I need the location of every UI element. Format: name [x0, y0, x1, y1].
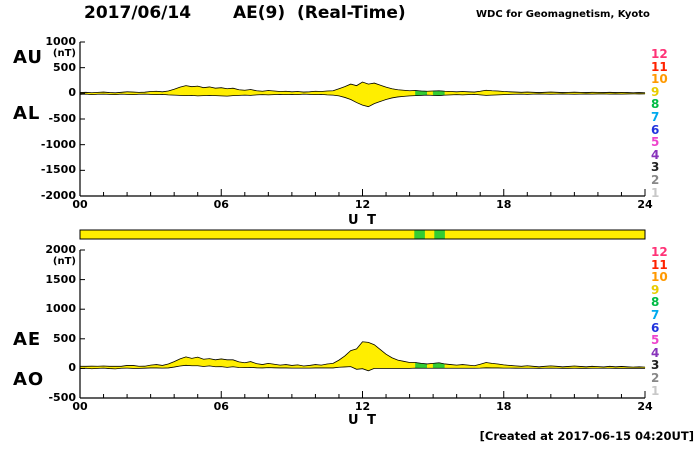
y-tick-label-top: 0: [68, 86, 76, 100]
x-tick-label-bottom: 18: [496, 400, 512, 413]
label-ae: AE: [13, 329, 42, 350]
legend-count-bottom-3: 3: [651, 358, 660, 373]
legend-count-bottom-1: 1: [651, 383, 660, 398]
page-title: AE(9) (Real-Time): [233, 3, 406, 23]
ut-axis-label-bottom: U T: [348, 413, 378, 428]
label-ao: AO: [13, 369, 45, 390]
nt-unit-label-bottom: (nT): [52, 256, 76, 267]
nt-unit-label-top: (nT): [52, 48, 76, 59]
x-tick-label-top: 24: [637, 198, 653, 211]
y-tick-label-top: -1000: [40, 137, 76, 151]
legend-count-top-7: 7: [651, 110, 660, 124]
y-tick-label-bottom: 1000: [45, 302, 76, 316]
legend-count-top-12: 12: [651, 47, 668, 61]
y-tick-label-bottom: 0: [68, 361, 76, 375]
y-tick-label-bottom: 1500: [45, 272, 76, 286]
y-tick-label-bottom: -500: [48, 391, 76, 404]
y-tick-label-top: -500: [48, 112, 76, 125]
x-tick-label-top: 12: [354, 198, 371, 211]
legend-count-top-11: 11: [651, 59, 668, 74]
x-tick-label-bottom: 06: [213, 400, 229, 413]
legend-count-bottom-7: 7: [651, 308, 660, 322]
legend-count-bottom-2: 2: [651, 371, 660, 385]
legend-count-top-9: 9: [651, 84, 660, 99]
legend-count-top-5: 5: [651, 135, 660, 150]
label-au: AU: [13, 47, 43, 68]
legend-count-top-3: 3: [651, 160, 660, 175]
legend-count-top-4: 4: [651, 147, 660, 162]
x-tick-label-bottom: 00: [72, 400, 88, 413]
legend-count-top-6: 6: [651, 122, 660, 137]
x-tick-label-top: 00: [72, 198, 88, 211]
legend-count-bottom-9: 9: [651, 282, 660, 297]
x-tick-label-top: 06: [213, 198, 229, 211]
legend-count-bottom-8: 8: [651, 295, 660, 310]
ut-axis-label-top: U T: [348, 213, 378, 228]
legend-count-top-8: 8: [651, 97, 660, 112]
date-label: 2017/06/14: [84, 3, 192, 23]
y-tick-label-bottom: 500: [53, 331, 76, 345]
x-tick-label-bottom: 12: [354, 400, 371, 413]
legend-count-bottom-5: 5: [651, 333, 660, 348]
legend-count-top-1: 1: [651, 185, 660, 200]
x-tick-label-top: 18: [496, 198, 512, 211]
x-tick-label-bottom: 24: [637, 400, 653, 413]
legend-count-bottom-11: 11: [651, 257, 668, 272]
legend-count-top-10: 10: [651, 72, 668, 87]
label-al: AL: [13, 103, 41, 124]
legend-count-bottom-10: 10: [651, 270, 668, 285]
y-tick-label-top: 1000: [45, 35, 76, 48]
credit-label: WDC for Geomagnetism, Kyoto: [476, 9, 650, 20]
legend-count-bottom-4: 4: [651, 345, 660, 360]
y-tick-label-top: -2000: [40, 189, 76, 202]
legend-count-bottom-6: 6: [651, 320, 660, 335]
y-tick-label-top: -1500: [40, 163, 76, 177]
legend-count-bottom-12: 12: [651, 245, 668, 259]
y-tick-label-top: 500: [53, 60, 76, 74]
y-tick-label-bottom: 2000: [45, 243, 76, 256]
legend-count-top-2: 2: [651, 173, 660, 187]
created-at-label: [Created at 2017-06-15 04:20UT]: [479, 429, 694, 443]
